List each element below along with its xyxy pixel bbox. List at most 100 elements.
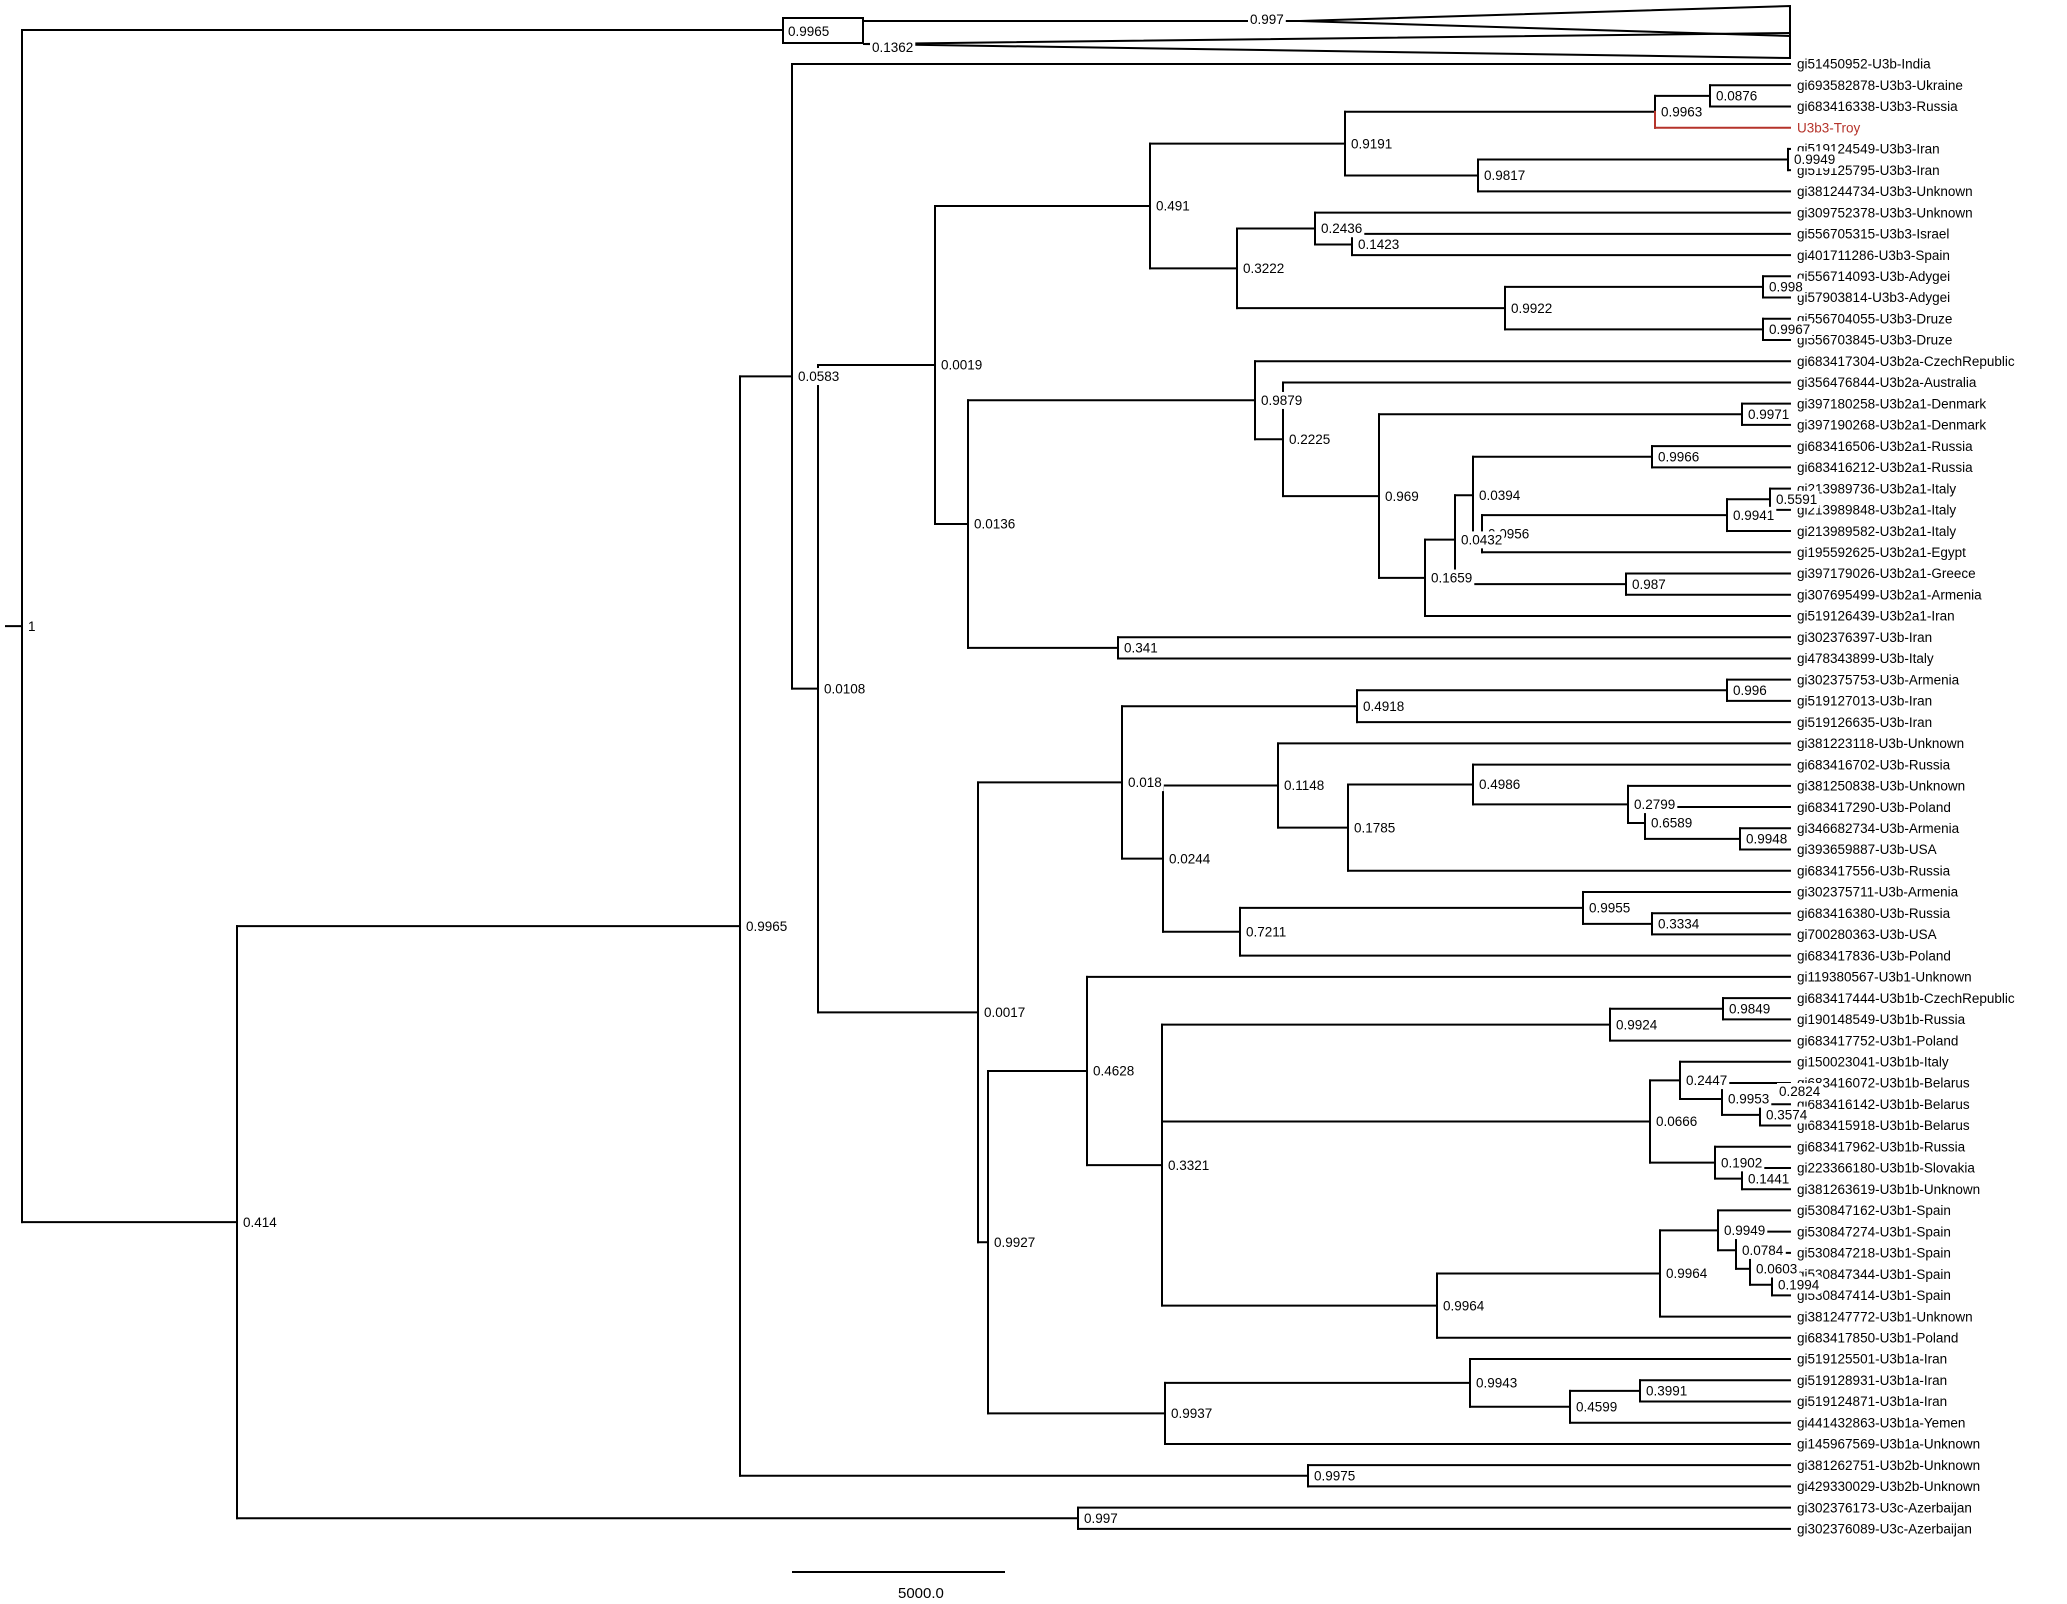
support-label: 0.018 — [1128, 775, 1162, 790]
support-label: 0.1362 — [872, 40, 913, 55]
taxon-label: gi683417290-U3b-Poland — [1797, 800, 1951, 815]
support-label: 0.2799 — [1634, 797, 1675, 812]
label-background — [982, 1004, 1028, 1022]
support-label: 0.997 — [1250, 12, 1284, 27]
taxon-label: gi381244734-U3b3-Unknown — [1797, 184, 1973, 199]
label-background — [1574, 1398, 1620, 1416]
taxon-label: gi556703845-U3b3-Druze — [1797, 333, 1952, 348]
label-background — [1509, 299, 1555, 317]
support-label: 0.3991 — [1646, 1384, 1687, 1399]
support-label: 0.1902 — [1721, 1155, 1762, 1170]
support-label: 0.0019 — [941, 358, 982, 373]
taxon-label: gi519127013-U3b-Iran — [1797, 694, 1932, 709]
taxon-label: gi381223118-U3b-Unknown — [1797, 736, 1964, 751]
taxon-label: gi530847344-U3b1-Spain — [1797, 1267, 1951, 1282]
support-label: 0.9949 — [1794, 152, 1835, 167]
label-background — [1259, 391, 1305, 409]
support-label: 0.9949 — [1724, 1223, 1765, 1238]
support-label: 0.9943 — [1476, 1376, 1517, 1391]
taxon-label: gi213989582-U3b2a1-Italy — [1797, 524, 1956, 539]
label-background — [26, 617, 38, 635]
support-label: 0.987 — [1632, 577, 1666, 592]
taxon-label: gi302376089-U3c-Azerbaijan — [1797, 1522, 1972, 1537]
label-background — [1241, 260, 1287, 278]
taxon-label: gi309752378-U3b3-Unknown — [1797, 205, 1973, 220]
taxon-label: gi683417836-U3b-Poland — [1797, 948, 1951, 963]
label-background — [1654, 1113, 1700, 1131]
support-label: 0.9965 — [788, 24, 829, 39]
support-label: 0.3321 — [1168, 1158, 1209, 1173]
taxon-label: U3b3-Troy — [1797, 120, 1861, 135]
support-label: 0.0603 — [1756, 1262, 1797, 1277]
taxon-label: gi119380567-U3b1-Unknown — [1797, 970, 1972, 985]
taxon-label: gi530847162-U3b1-Spain — [1797, 1203, 1951, 1218]
taxon-label: gi381263619-U3b1b-Unknown — [1797, 1182, 1980, 1197]
support-label: 0.0583 — [798, 369, 839, 384]
label-background — [1632, 796, 1678, 814]
taxon-label: gi381250838-U3b-Unknown — [1797, 779, 1965, 794]
taxon-label: gi700280363-U3b-USA — [1797, 927, 1937, 942]
support-label: 0.9963 — [1661, 104, 1702, 119]
support-label: 0.414 — [243, 1215, 277, 1230]
taxon-label: gi397179026-U3b2a1-Greece — [1797, 566, 1976, 581]
taxon-label: gi302376173-U3c-Azerbaijan — [1797, 1500, 1972, 1515]
taxon-label: gi429330029-U3b2b-Unknown — [1797, 1479, 1980, 1494]
taxon-label: gi556705315-U3b3-Israel — [1797, 227, 1949, 242]
label-background — [1731, 506, 1777, 524]
taxon-label: gi356476844-U3b2a-Australia — [1797, 375, 1977, 390]
support-label: 0.0017 — [984, 1005, 1025, 1020]
support-label: 0.9953 — [1728, 1092, 1769, 1107]
support-label: 0.9965 — [746, 919, 787, 934]
taxon-label: gi381262751-U3b2b-Unknown — [1797, 1458, 1980, 1473]
label-background — [1282, 777, 1327, 795]
label-background — [1349, 135, 1395, 153]
taxon-label: gi683416142-U3b1b-Belarus — [1797, 1097, 1970, 1112]
support-label: 0.0666 — [1656, 1114, 1697, 1129]
label-background — [1352, 819, 1398, 837]
taxon-label: gi530847274-U3b1-Spain — [1797, 1224, 1951, 1239]
support-label: 0.9966 — [1658, 449, 1699, 464]
label-background — [1441, 1297, 1487, 1315]
label-background — [1792, 151, 1838, 169]
support-label: 0.3574 — [1766, 1108, 1808, 1123]
label-background — [1356, 236, 1402, 254]
label-background — [1714, 87, 1760, 105]
support-label: 0.9964 — [1666, 1266, 1708, 1281]
label-background — [1248, 11, 1286, 28]
taxon-label: gi302375711-U3b-Armenia — [1797, 885, 1959, 900]
support-label: 0.9937 — [1171, 1406, 1212, 1421]
label-background — [1777, 1083, 1823, 1100]
support-label: 0.9967 — [1769, 322, 1810, 337]
taxon-label: gi393659887-U3b-USA — [1797, 842, 1937, 857]
label-background — [1169, 1405, 1215, 1423]
support-label: 0.1148 — [1284, 778, 1324, 793]
support-label: 0.4628 — [1093, 1064, 1134, 1079]
label-background — [1474, 1374, 1520, 1392]
taxon-label: gi145967569-U3b1a-Unknown — [1797, 1437, 1980, 1452]
taxon-label: gi519128931-U3b1a-Iran — [1797, 1373, 1947, 1388]
label-background — [1319, 220, 1365, 238]
support-label: 0.1785 — [1354, 820, 1395, 835]
label-background — [822, 680, 868, 698]
support-label: 0.969 — [1385, 489, 1419, 504]
taxon-label: gi556714093-U3b-Adygei — [1797, 269, 1950, 284]
support-label: 0.1441 — [1748, 1171, 1789, 1186]
taxon-label: gi556704055-U3b3-Druze — [1797, 311, 1952, 326]
taxon-label: gi57903814-U3b3-Adygei — [1797, 290, 1950, 305]
label-background — [972, 515, 1018, 533]
taxon-label: gi683417850-U3b1-Poland — [1797, 1331, 1958, 1346]
root-support-label: 1 — [28, 619, 36, 634]
support-label: 0.9879 — [1261, 393, 1302, 408]
label-background — [1587, 899, 1633, 917]
label-background — [1727, 1000, 1773, 1018]
taxon-label: gi213989848-U3b2a1-Italy — [1797, 503, 1956, 518]
support-label: 0.4986 — [1479, 777, 1520, 792]
label-background — [1644, 1382, 1690, 1400]
label-background — [1383, 487, 1421, 505]
label-background — [1722, 1222, 1768, 1240]
support-label: 0.1994 — [1778, 1277, 1820, 1292]
label-background — [1746, 405, 1792, 423]
taxon-label: gi530847218-U3b1-Spain — [1797, 1246, 1951, 1261]
support-label: 0.0108 — [824, 681, 865, 696]
